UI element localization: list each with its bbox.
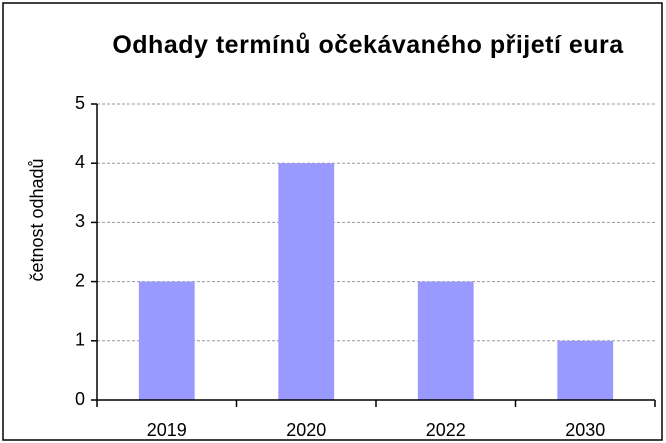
y-tick-label: 0 [75,389,85,409]
bar [417,281,474,400]
y-axis-label: četnost odhadů [27,158,47,281]
chart-title: Odhady termínů očekávaného přijetí eura [112,31,624,59]
bar [278,163,335,400]
x-tick-label: 2019 [147,420,187,440]
x-tick-label: 2020 [286,420,326,440]
y-tick-label: 5 [75,93,85,113]
y-tick-label: 2 [75,270,85,290]
y-tick-label: 1 [75,330,85,350]
y-tick-label: 4 [75,152,85,172]
y-tick-label: 3 [75,211,85,231]
bar [138,281,195,400]
bar [557,340,614,400]
x-tick-label: 2030 [565,420,605,440]
x-tick-label: 2022 [426,420,466,440]
